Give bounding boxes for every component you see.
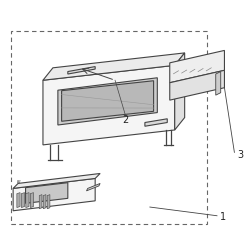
Text: 2: 2 — [122, 115, 128, 125]
Polygon shape — [62, 81, 154, 121]
Polygon shape — [58, 78, 157, 125]
Polygon shape — [13, 178, 95, 211]
Text: 1: 1 — [220, 212, 226, 222]
Polygon shape — [21, 192, 24, 208]
Polygon shape — [216, 72, 221, 95]
Polygon shape — [145, 119, 167, 126]
Polygon shape — [43, 53, 185, 80]
Polygon shape — [170, 50, 224, 83]
Polygon shape — [175, 53, 185, 130]
Polygon shape — [43, 194, 46, 209]
Polygon shape — [39, 194, 42, 209]
Polygon shape — [30, 192, 34, 208]
Polygon shape — [26, 192, 29, 208]
Text: 3: 3 — [237, 150, 243, 160]
Polygon shape — [86, 184, 100, 191]
Polygon shape — [43, 65, 175, 145]
Polygon shape — [26, 183, 68, 203]
Polygon shape — [17, 192, 20, 208]
Text: B2: B2 — [17, 180, 21, 184]
Polygon shape — [68, 66, 95, 74]
Polygon shape — [13, 174, 100, 188]
Polygon shape — [170, 70, 224, 100]
Bar — [11, 30, 207, 224]
Polygon shape — [47, 194, 50, 209]
